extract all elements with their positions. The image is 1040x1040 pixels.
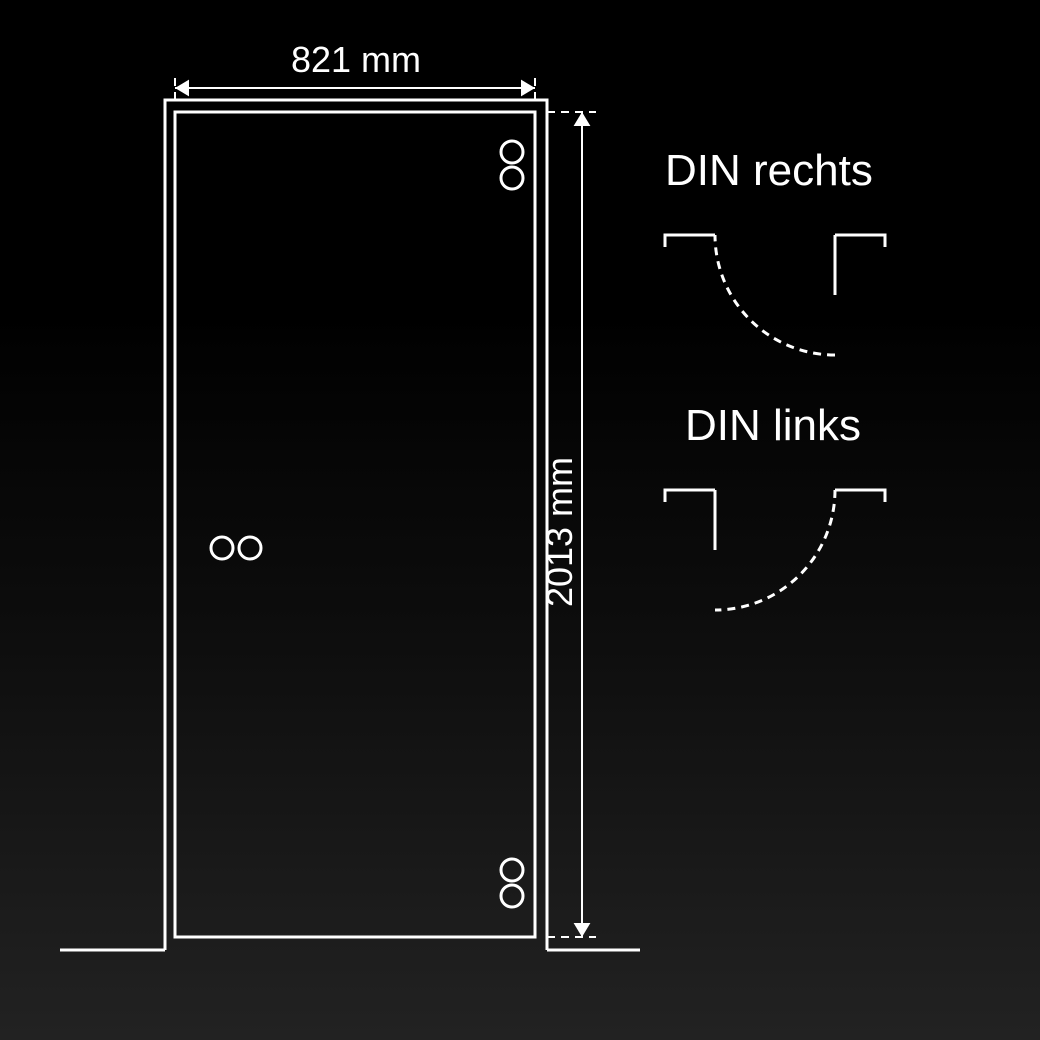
- hinge-icon: [501, 141, 523, 163]
- wall-icon: [835, 235, 885, 247]
- din-rechts-label: DIN rechts: [665, 146, 873, 195]
- hinge-icon: [501, 885, 523, 907]
- door-hardware: [211, 141, 523, 907]
- handle-icon: [211, 537, 233, 559]
- wall-icon: [665, 235, 715, 247]
- wall-icon: [665, 490, 715, 502]
- hinge-icon: [501, 167, 523, 189]
- din-rechts-group: DIN rechts: [665, 146, 885, 355]
- wall-icon: [835, 490, 885, 502]
- dimension-width: 821 mm: [175, 39, 535, 100]
- dimension-width-label: 821 mm: [291, 39, 421, 80]
- handle-icon: [239, 537, 261, 559]
- hinge-icon: [501, 859, 523, 881]
- din-links-group: DIN links: [665, 401, 885, 610]
- swing-arc-icon: [715, 490, 835, 610]
- door-frame: [165, 100, 547, 950]
- door-leaf: [175, 112, 535, 937]
- swing-arc-icon: [715, 235, 835, 355]
- din-links-label: DIN links: [685, 401, 861, 450]
- dimension-height-label: 2013 mm: [539, 457, 580, 607]
